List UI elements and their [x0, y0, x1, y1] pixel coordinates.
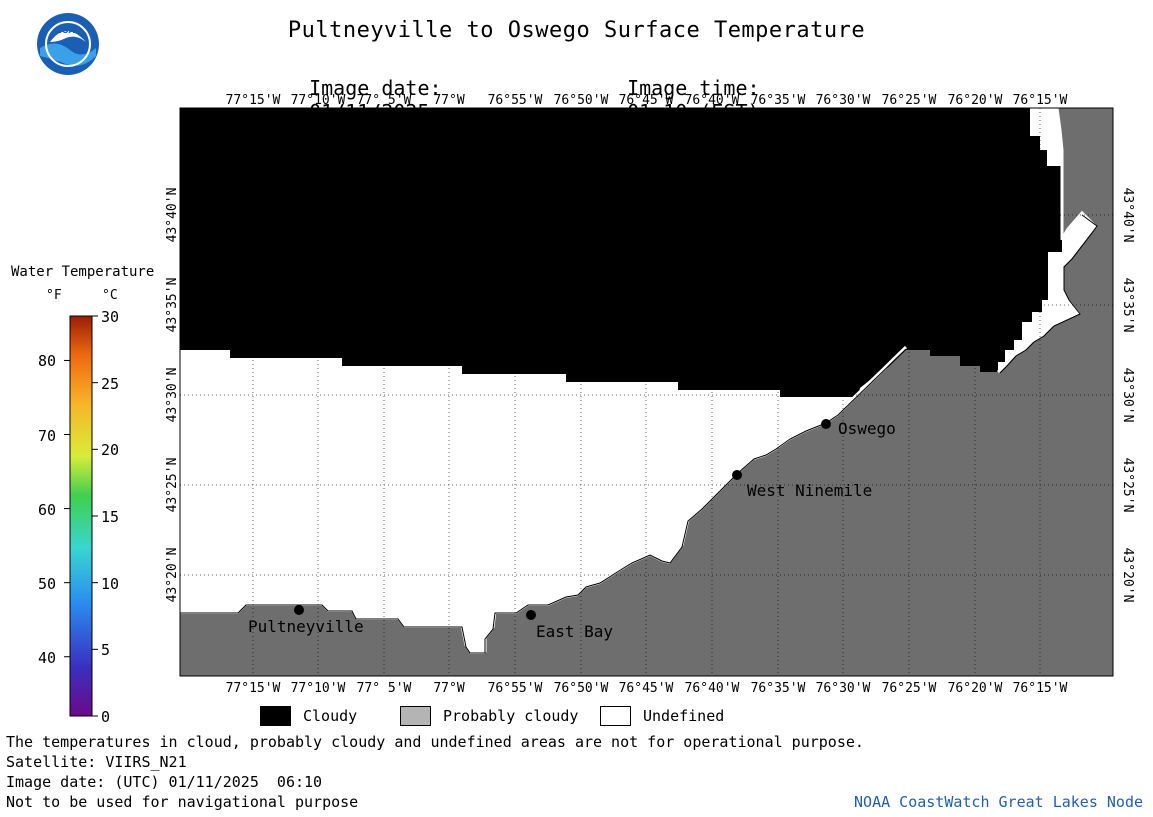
- lon-label: 76°50'W: [554, 93, 609, 108]
- lat-label: 43°20'N: [1120, 548, 1135, 603]
- lat-label: 43°35'N: [1120, 278, 1135, 333]
- legend-label-undefined: Undefined: [643, 707, 725, 725]
- map-frame: [179, 107, 1114, 677]
- colorbar-tick-label-c: 10: [101, 574, 120, 593]
- utc-date-text: Image date: (UTC) 01/11/2025 06:10: [6, 773, 323, 791]
- legend-undefined: Undefined: [600, 706, 724, 726]
- colorbar-tick-label-c: 15: [101, 508, 120, 526]
- lat-label: 43°40'N: [1120, 188, 1135, 243]
- disclaimer-text: The temperatures in cloud, probably clou…: [6, 733, 864, 751]
- place-label-west-ninemile: West Ninemile: [747, 481, 872, 500]
- satellite-text: Satellite: VIIRS_N21: [6, 753, 187, 771]
- land-area: [180, 108, 1113, 676]
- coastline-shadow: [180, 348, 907, 654]
- image-date-label: Image date:: [309, 76, 442, 100]
- lon-label: 77°10'W: [291, 93, 346, 108]
- lon-label: 76°45'W: [619, 93, 674, 108]
- page-title: Pultneyville to Oswego Surface Temperatu…: [287, 18, 866, 43]
- legend-swatch-cloudy: [260, 706, 291, 726]
- colorbar-unit-c: °C: [102, 288, 118, 303]
- lon-label: 76°20'W: [948, 93, 1003, 108]
- place-marker-east-bay: East Bay: [526, 610, 613, 641]
- lon-label: 77°15'W: [226, 681, 281, 696]
- cloudy-area: [180, 108, 1062, 397]
- legend-swatch-probably-cloudy: [400, 706, 431, 726]
- legend-cloudy: Cloudy: [260, 706, 357, 726]
- lon-label: 76°35'W: [751, 681, 806, 696]
- lon-label: 76°40'W: [685, 93, 740, 108]
- lon-label: 77° 5'W: [357, 93, 412, 108]
- lon-label: 76°20'W: [948, 681, 1003, 696]
- colorbar-tick-label-c: 25: [101, 374, 120, 393]
- colorbar-tick-label-f: 50: [38, 574, 57, 593]
- lat-label: 43°30'N: [1120, 368, 1135, 423]
- place-label-east-bay: East Bay: [536, 622, 613, 641]
- lat-label: 43°35'N: [165, 278, 180, 333]
- lat-label: 43°40'N: [165, 188, 180, 243]
- place-marker-pultneyville: Pultneyville: [248, 605, 364, 636]
- legend-label-probably-cloudy: Probably cloudy: [443, 707, 579, 725]
- lat-label: 43°25'N: [1120, 458, 1135, 513]
- coastline-north: [1055, 107, 1064, 240]
- latitude-labels-left: 43°40'N 43°35'N 43°30'N 43°25'N 43°20'N: [165, 188, 180, 603]
- navigation-warning: Not to be used for navigational purpose: [6, 793, 359, 811]
- coastline-east-shadow: [999, 214, 1098, 374]
- lat-label: 43°25'N: [165, 458, 180, 513]
- lon-label: 76°45'W: [619, 681, 674, 696]
- lon-label: 76°50'W: [554, 681, 609, 696]
- coastline: [180, 345, 908, 653]
- legend-probably-cloudy: Probably cloudy: [400, 706, 578, 726]
- colorbar-tick-label-f: 40: [38, 648, 57, 667]
- colorbar-tick-label-f: 70: [38, 426, 57, 445]
- place-marker-oswego: Oswego: [821, 419, 896, 438]
- colorbar-tickmarks: [64, 315, 98, 717]
- colorbar-title: Water Temperature: [11, 264, 155, 280]
- noaa-logo-text: NOAA: [55, 26, 81, 35]
- longitude-labels-top: 77°15'W 77°10'W 77° 5'W 77°W 76°55'W 76°50'W 7…: [226, 93, 1068, 108]
- lon-label: 76°15'W: [1013, 681, 1068, 696]
- lat-label: 43°30'N: [165, 368, 180, 423]
- longitude-labels-bottom: 77°15'W 77°10'W 77° 5'W 77°W 76°55'W 76°50'W 7…: [226, 681, 1068, 696]
- lon-label: 76°15'W: [1013, 93, 1068, 108]
- legend-swatch-undefined: [600, 706, 631, 726]
- place-label-oswego: Oswego: [838, 419, 896, 438]
- colorbar-tick-label-f: 80: [38, 352, 57, 371]
- colorbar-tick-label-c: 30: [101, 308, 120, 326]
- place-marker-west-ninemile: West Ninemile: [732, 470, 872, 500]
- lon-label: 76°40'W: [685, 681, 740, 696]
- lon-label: 77° 5'W: [357, 681, 412, 696]
- lon-label: 76°30'W: [816, 681, 871, 696]
- noaa-logo: NOAA: [37, 13, 99, 75]
- lon-label: 76°55'W: [488, 93, 543, 108]
- colorbar-tick-label-f: 60: [38, 500, 57, 519]
- latitude-labels-right: 43°40'N 43°35'N 43°30'N 43°25'N 43°20'N: [1120, 188, 1135, 603]
- lon-label: 76°55'W: [488, 681, 543, 696]
- legend-label-cloudy: Cloudy: [303, 707, 358, 725]
- colorbar-unit-f: °F: [46, 288, 62, 303]
- colorbar-tick-label-c: 5: [101, 641, 111, 660]
- credit-link[interactable]: NOAA CoastWatch Great Lakes Node: [854, 793, 1143, 811]
- lon-label: 76°25'W: [882, 681, 937, 696]
- colorbar-tick-label-c: 20: [101, 441, 120, 460]
- lon-label: 77°W: [433, 681, 464, 696]
- lon-label: 76°30'W: [816, 93, 871, 108]
- lon-label: 77°15'W: [226, 93, 281, 108]
- colorbar-tick-label-c: 0: [101, 708, 111, 726]
- image-time-label: Image time:: [627, 76, 760, 100]
- colorbar: [69, 315, 93, 717]
- lon-label: 77°W: [433, 93, 464, 108]
- lon-label: 77°10'W: [291, 681, 346, 696]
- lon-label: 76°25'W: [882, 93, 937, 108]
- lon-label: 76°35'W: [751, 93, 806, 108]
- gridlines: [180, 108, 1113, 676]
- place-label-pultneyville: Pultneyville: [248, 617, 364, 636]
- lat-label: 43°20'N: [165, 548, 180, 603]
